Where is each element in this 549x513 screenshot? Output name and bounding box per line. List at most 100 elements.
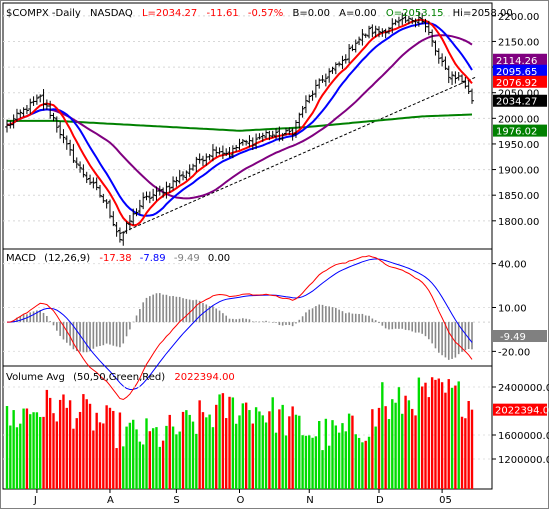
volume-bar [32, 412, 35, 489]
volume-bar [394, 402, 397, 489]
price-value-label: 2095.65 [496, 67, 537, 78]
volume-bar [374, 426, 377, 489]
volume-bar [440, 382, 444, 489]
price-bar [78, 161, 83, 173]
price-value-box: 1976.02 [493, 124, 547, 138]
volume-bar [15, 427, 19, 489]
price-bar [443, 56, 448, 70]
volume-bar [165, 425, 168, 489]
volume-bar [218, 394, 221, 489]
price-bar [54, 116, 59, 133]
price-bar [300, 105, 305, 118]
volume-bar [444, 392, 447, 489]
price-bar [386, 26, 391, 35]
volume-bar [457, 381, 460, 489]
volume-bar [102, 423, 105, 489]
price-bar [171, 176, 176, 191]
volume-bar [294, 414, 298, 489]
price-tick-label: 1850.00 [498, 191, 539, 202]
price-bar [104, 199, 109, 209]
price-bar [114, 221, 119, 237]
volume-bar [397, 387, 401, 489]
price-bar [383, 28, 388, 39]
volume-bar [132, 419, 135, 489]
volume-bar [454, 385, 457, 489]
volume-bar [181, 411, 185, 489]
price-bar [320, 75, 325, 83]
price-bar [373, 25, 378, 38]
volume-bar [115, 448, 118, 489]
volume-bar [314, 436, 318, 489]
volume-bar [42, 416, 45, 489]
volume-bar [321, 450, 324, 489]
volume-bar [231, 397, 235, 489]
price-bar [367, 25, 372, 39]
volume-bar [371, 409, 374, 489]
volume-bar [434, 379, 437, 489]
price-bar [360, 29, 365, 46]
price-bar [240, 138, 245, 146]
volume-bar [430, 377, 434, 489]
price-tick-label: 1950.00 [498, 140, 539, 151]
header-high: Hi=2058.00 [453, 8, 513, 19]
price-bar [244, 139, 249, 146]
volume-bar [155, 427, 158, 489]
volume-params: (50,50,Green,Red) [73, 372, 165, 383]
price-bar [111, 211, 116, 227]
price-bar [303, 95, 308, 114]
volume-bar [460, 416, 464, 489]
volume-bar [215, 404, 218, 489]
price-bar [224, 148, 229, 157]
volume-bar [9, 425, 12, 489]
volume-bar [105, 405, 108, 489]
price-bar [141, 192, 146, 210]
volume-bar [5, 406, 9, 489]
price-value-box: 2114.26 [493, 53, 547, 67]
volume-bar [58, 399, 62, 489]
price-bar [277, 126, 282, 142]
volume-bar [161, 440, 165, 489]
volume-bar [138, 441, 142, 489]
volume-bar [238, 415, 241, 489]
price-bar [270, 130, 275, 138]
x-tick-label: S [173, 495, 179, 506]
price-bar [290, 128, 295, 141]
price-bar [257, 133, 262, 140]
volume-bar [278, 409, 281, 489]
volume-bar [125, 426, 128, 489]
price-bar [430, 29, 435, 47]
price-bar [220, 145, 225, 160]
volume-bar [55, 421, 59, 489]
price-bar [88, 174, 93, 185]
price-bar [287, 127, 292, 135]
price-bar [403, 12, 408, 24]
volume-bar [78, 411, 82, 489]
volume-bar [364, 440, 367, 489]
volume-bar [384, 406, 387, 489]
price-tick-label: 2200.00 [498, 12, 539, 23]
price-bar [353, 39, 358, 53]
price-bar [74, 157, 79, 169]
volume-bar [108, 407, 112, 489]
ma-green-line [7, 113, 473, 132]
price-bar [124, 221, 129, 234]
volume-tick-label: 1600000.00 [498, 431, 549, 442]
volume-bar [35, 412, 39, 489]
volume-tick-label: 1200000.00 [498, 455, 549, 466]
volume-bar [241, 403, 245, 489]
volume-bar [25, 408, 29, 489]
volume-bar [48, 397, 52, 489]
price-value-box: 2095.65 [493, 64, 547, 78]
price-bar [307, 94, 312, 104]
volume-bar [258, 411, 261, 489]
price-value-label: 2034.27 [496, 97, 537, 108]
price-bar [41, 89, 46, 111]
volume-bar [274, 432, 278, 489]
volume-bar [404, 395, 407, 489]
volume-bar [244, 402, 248, 489]
price-bar [151, 188, 156, 202]
x-tick-label: O [237, 495, 245, 506]
price-bar [184, 170, 189, 181]
price-tick-label: 1900.00 [498, 166, 539, 177]
